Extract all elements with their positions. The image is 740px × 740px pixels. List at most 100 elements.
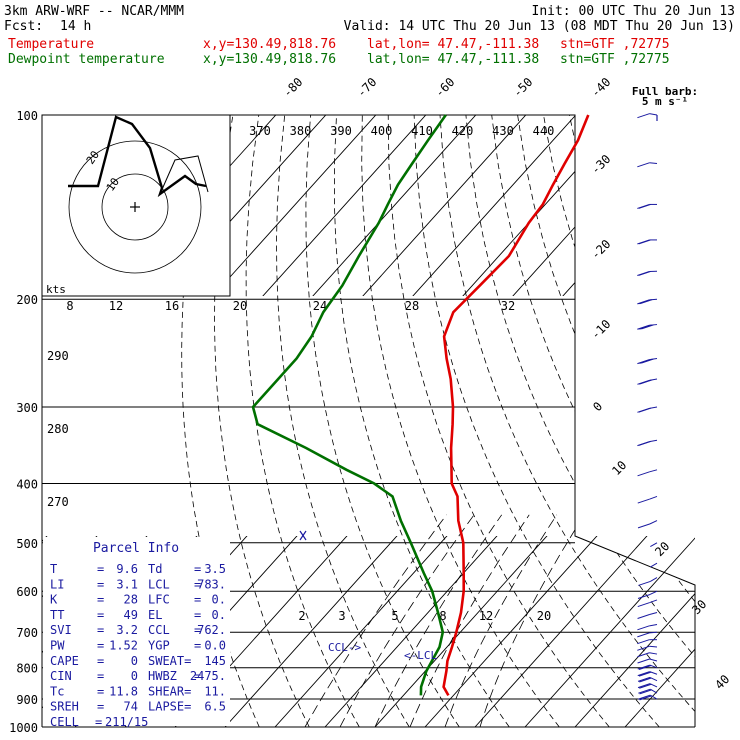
parcel-left-label: T [50,562,57,576]
isotherm-labels: -80 -70 -60 -50 -40 -30 -20 -10 0 10 20 30 40 [280,75,732,692]
parcel-left-equals: = [97,639,104,653]
parcel-left-value: 11.8 [109,684,138,698]
dewpoint-location-latlon: lat,lon= 47.47,-111.38 [367,52,539,67]
mixing-ratio-label: 32 [501,299,515,313]
parcel-right-label: YGP [148,639,170,653]
wind-barb [637,612,658,619]
pressure-labels: 100 200 300 400 500 600 700 800 900 1000 [9,109,38,735]
wind-barb [637,270,658,276]
parcel-left-equals: = [95,715,102,729]
parcel-right-value: 3.5 [204,562,226,576]
dry-adiabat-label: 410 [411,124,433,138]
pressure-tick-label: 900 [16,693,38,707]
wind-barb [638,577,658,586]
mixing-ratio-label: 16 [165,299,179,313]
ccl-annotation: CCL-> [328,641,361,654]
isotherm-label: -30 [588,152,613,177]
dewpoint-line [251,114,447,696]
parcel-right-equals: = [194,639,201,653]
isotherm-label: 10 [609,458,629,478]
mixing-ratio-label: 8 [66,299,73,313]
wind-barb [637,664,658,671]
dewpoint-legend: Dewpoint temperature [8,52,165,67]
parcel-left-label: SVI [50,623,72,637]
parcel-left-value: 0 [131,654,138,668]
parcel-left-value: 0 [131,669,138,683]
dewpoint-location-xy: x,y=130.49,818.76 [203,52,336,67]
temperature-line [442,114,590,697]
parcel-left-label: Tc [50,684,64,698]
parcel-right-label: EL [148,608,162,622]
parcel-left-equals: = [97,593,104,607]
isotherm-label: -20 [588,237,613,262]
wind-barb [637,358,658,365]
parcel-left-equals: = [97,700,104,714]
parcel-right-label: SHEAR= [148,684,191,698]
parcel-left-value: 49 [124,608,138,622]
parcel-right-equals: = [194,623,201,637]
pressure-tick-label: 300 [16,401,38,415]
isotherm-label: -60 [432,75,457,100]
parcel-left-value: 211/15 [105,715,148,729]
parcel-right-value: 0. [212,608,226,622]
parcel-right-equals: = [194,608,201,622]
moist-adiabat-label: 8 [439,609,446,623]
wind-barb [637,652,658,658]
mixing-ratio-label: 12 [109,299,123,313]
parcel-left-label: CELL [50,715,79,729]
pressure-tick-label: 700 [16,626,38,640]
wind-barb [650,542,658,548]
parcel-left-label: TT [50,608,64,622]
mixing-ratio-label: 28 [405,299,419,313]
wind-barb [650,562,658,568]
isotherm-label: 20 [652,539,672,559]
isotherm-label: -70 [354,75,379,100]
pressure-tick-label: 100 [16,109,38,123]
wind-barbs [637,113,658,701]
moist-adiabat-label: 3 [338,609,345,623]
temperature-station: stn=GTF ,72775 [560,37,670,52]
hodograph-trace [68,115,207,198]
parcel-right-value: 145 [204,654,226,668]
pressure-tick-label: 1000 [9,721,38,735]
barb-key-title: Full barb: [632,85,698,98]
dry-adiabat-label: 420 [452,124,474,138]
hodograph-ring-10 [101,173,169,241]
parcel-right-value: 6.5 [204,700,226,714]
parcel-right-value: 762. [197,623,226,637]
mixing-ratio-label: 24 [313,299,327,313]
parcel-left-value: 74 [124,700,138,714]
parcel-right-value: 2475. [190,669,226,683]
parcel-right-label: LAPSE= [148,700,191,714]
init-time: Init: 00 UTC Thu 20 Jun 13 [532,4,736,19]
hodograph-units: kts [46,283,66,296]
pressure-tick-label: 600 [16,585,38,599]
isotherm-label: -80 [280,75,305,100]
wind-barb [638,688,658,695]
parcel-right-value: 783. [197,577,226,591]
parcel-info-box: Parcel Info T = 9.6 LI = 3.1 K = 28 TT = 49 SVI = 3.2 P… [43,537,230,729]
wind-barb [637,469,658,477]
wind-barb [637,495,658,504]
hodograph-ring-label-10: 10 [104,175,122,193]
parcel-right-label: SWEAT= [148,654,191,668]
isotherm-label: -40 [588,75,613,100]
model-title: 3km ARW-WRF -- NCAR/MMM [4,4,184,19]
dry-adiabat-label: 440 [533,124,555,138]
parcel-left-value: 9.6 [116,562,138,576]
wind-barb [637,378,658,385]
pressure-tick-label: 500 [16,537,38,551]
temperature-location-xy: x,y=130.49,818.76 [203,37,336,52]
wind-barb [637,639,657,645]
moist-adiabat-label: 5 [391,609,398,623]
wind-barb [637,406,658,413]
hodograph: 10 20 kts [41,114,231,297]
parcel-right-label: Td [148,562,162,576]
temperature-location-latlon: lat,lon= 47.47,-111.38 [367,37,539,52]
barb-key-value: 5 m s⁻¹ [642,95,688,108]
forecast-label: Fcst: [4,19,43,34]
wind-barb [637,439,658,447]
wind-barb [637,203,657,209]
pressure-tick-label: 200 [16,293,38,307]
